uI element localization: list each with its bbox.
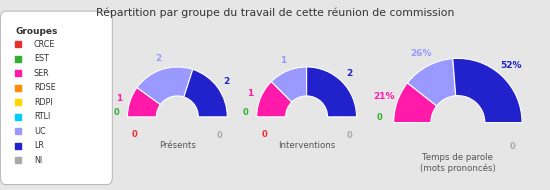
Text: RDSE: RDSE [34,83,56,92]
Wedge shape [271,67,307,102]
Wedge shape [184,69,227,117]
Wedge shape [453,58,522,123]
Text: Interventions: Interventions [278,141,336,150]
Wedge shape [128,88,161,117]
Text: UC: UC [34,127,46,136]
Text: NI: NI [34,156,42,165]
Text: 2: 2 [156,55,162,63]
Text: Répartition par groupe du travail de cette réunion de commission: Répartition par groupe du travail de cet… [96,8,454,18]
Text: RTLI: RTLI [34,112,50,121]
Text: 0: 0 [243,108,249,117]
Text: Présents: Présents [159,141,196,150]
Text: 0: 0 [346,131,352,140]
Text: 0: 0 [132,130,138,139]
Wedge shape [137,67,193,104]
Text: 1: 1 [280,56,287,65]
Text: 0: 0 [261,130,267,139]
Text: 0: 0 [509,142,515,151]
Text: CRCE: CRCE [34,40,56,49]
Text: 0: 0 [217,131,223,140]
FancyBboxPatch shape [1,11,112,185]
Wedge shape [257,82,292,117]
Text: 1: 1 [117,93,123,103]
Text: SER: SER [34,69,50,78]
Text: 2: 2 [346,69,353,78]
Wedge shape [394,83,437,123]
Text: LR: LR [34,141,44,150]
Text: 52%: 52% [500,61,522,70]
Wedge shape [408,59,456,106]
Text: Groupes: Groupes [15,27,58,36]
Wedge shape [307,67,356,117]
Text: EST: EST [34,54,49,63]
Text: 26%: 26% [410,49,432,58]
Text: 0: 0 [114,108,119,117]
Text: Temps de parole
(mots prononcés): Temps de parole (mots prononcés) [420,153,496,173]
Text: 0: 0 [377,113,382,122]
Text: RDPI: RDPI [34,98,53,107]
Text: 2: 2 [223,77,230,86]
Text: 21%: 21% [373,93,395,101]
Text: 1: 1 [248,89,254,98]
